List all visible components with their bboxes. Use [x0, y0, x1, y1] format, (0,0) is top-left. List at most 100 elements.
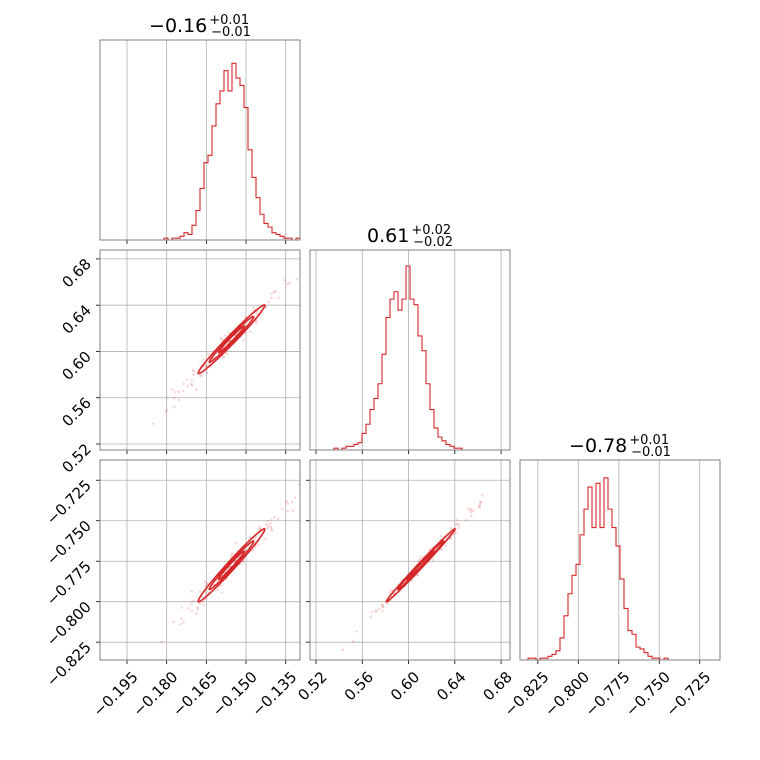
sample-point [203, 580, 207, 584]
sample-point [174, 390, 177, 394]
sample-point [160, 640, 164, 644]
hist-panel-0 [99, 39, 301, 244]
contour-line [208, 540, 255, 591]
sample-point [190, 379, 194, 382]
sample-point [215, 579, 219, 582]
sample-point [439, 535, 443, 538]
sample-point [470, 514, 473, 518]
sample-point [266, 519, 269, 523]
sample-point [295, 278, 299, 281]
sample-point [265, 526, 269, 530]
y-tick-label: 0.64 [58, 301, 94, 337]
sample-point [190, 602, 193, 605]
sample-point [457, 526, 461, 530]
sample-point [191, 368, 195, 372]
sample-point [202, 603, 205, 607]
sample-point [204, 364, 208, 368]
sample-point [454, 531, 458, 534]
sample-point [255, 321, 258, 325]
sample-point [272, 290, 276, 294]
sample-point [269, 522, 272, 525]
sample-point [230, 552, 234, 556]
sample-point [291, 509, 295, 512]
sample-point [220, 583, 223, 587]
sample-point [221, 338, 224, 341]
contour-line [197, 528, 266, 603]
sample-point [457, 523, 460, 527]
hist-frame [99, 39, 301, 241]
sample-point [286, 502, 290, 505]
x-tick-label: −0.135 [248, 668, 300, 720]
sample-point [478, 505, 481, 509]
hist-frame [519, 459, 721, 661]
sample-point [267, 300, 270, 303]
sample-point [202, 358, 205, 361]
y-tick-label: 0.60 [58, 348, 94, 384]
sample-point [172, 620, 175, 624]
contour-line [197, 304, 266, 375]
sample-point [255, 312, 258, 316]
sample-point [369, 615, 372, 619]
sample-point [389, 589, 392, 593]
scatter-panel-0-1 [96, 249, 301, 454]
title-param-1: 0.61 +0.02 −0.02 [367, 223, 453, 250]
sample-point [381, 609, 384, 613]
sample-point [283, 278, 287, 282]
sample-point [206, 352, 210, 356]
sample-point [381, 603, 384, 607]
sample-point [259, 527, 262, 531]
sample-point [257, 543, 260, 546]
sample-point [186, 384, 189, 388]
sample-point [227, 331, 231, 335]
sample-point [241, 560, 245, 564]
hist-frame [309, 249, 511, 451]
sample-point [293, 496, 297, 499]
sample-point [448, 537, 452, 541]
sample-point [386, 601, 390, 605]
sample-point [204, 364, 208, 367]
sample-point [229, 554, 233, 558]
sample-point [202, 365, 206, 369]
sample-point [374, 610, 378, 613]
sample-point [179, 622, 182, 626]
y-tick-label: −0.725 [43, 476, 95, 528]
sample-point [288, 281, 292, 285]
sample-point [190, 609, 194, 613]
sample-point [455, 518, 459, 521]
sample-point [205, 582, 209, 585]
sample-point [454, 522, 457, 526]
sample-point [182, 621, 185, 624]
sample-point [190, 383, 194, 387]
sample-point [291, 500, 294, 504]
histogram-step-line [100, 62, 301, 241]
sample-point [466, 507, 470, 511]
contour-line [208, 315, 255, 364]
sample-point [370, 610, 374, 614]
sample-point [286, 282, 289, 285]
sample-point [200, 374, 204, 377]
sample-point [285, 499, 288, 503]
sample-point [276, 517, 280, 520]
histogram-step-line [310, 265, 510, 451]
sample-point [185, 378, 189, 381]
sample-point [186, 607, 190, 610]
sample-point [469, 507, 473, 511]
sample-point [164, 410, 168, 414]
sample-point [203, 584, 207, 588]
sample-point [225, 352, 229, 355]
sample-point [264, 522, 268, 526]
sample-point [286, 509, 289, 513]
sample-point [223, 355, 226, 359]
sample-point [216, 588, 220, 591]
sample-point [242, 339, 245, 342]
sample-point [277, 296, 280, 299]
sample-point [253, 537, 256, 541]
sample-point [192, 369, 195, 373]
sample-point [374, 608, 378, 612]
sample-point [440, 547, 443, 551]
sample-point [220, 591, 224, 594]
sample-point [190, 589, 193, 593]
sample-point [417, 559, 420, 563]
sample-point [269, 525, 272, 529]
sample-point [192, 599, 195, 603]
